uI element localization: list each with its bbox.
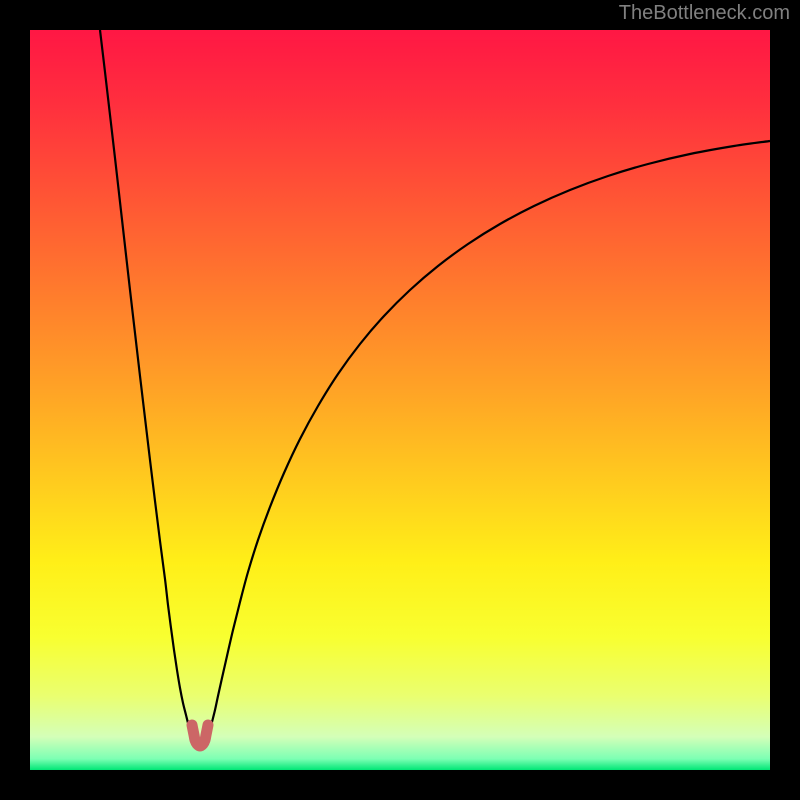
watermark-text: TheBottleneck.com xyxy=(619,2,790,25)
curve-layer xyxy=(30,30,770,770)
curve-right-branch xyxy=(208,141,770,735)
curve-dip-marker xyxy=(192,725,208,746)
curve-left-branch xyxy=(100,30,192,735)
plot-area xyxy=(30,30,770,770)
